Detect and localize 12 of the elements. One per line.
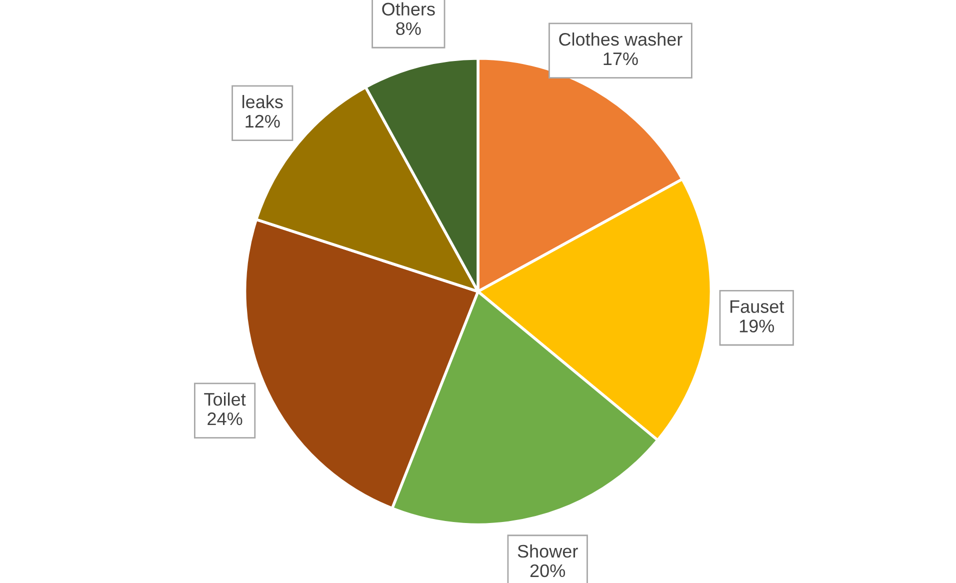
data-label: 24% bbox=[208, 412, 242, 426]
data-label: 12% bbox=[246, 114, 280, 128]
data-label: 20% bbox=[530, 564, 566, 578]
slice-label: leaks bbox=[242, 94, 283, 108]
slice-label: Others bbox=[382, 2, 435, 16]
slice-label: Toilet bbox=[204, 392, 246, 406]
data-label: 17% bbox=[604, 52, 638, 66]
data-label: 8% bbox=[396, 22, 421, 36]
slice-label: Fauset bbox=[730, 300, 784, 313]
slice-label: Shower bbox=[518, 544, 578, 558]
data-label: 19% bbox=[740, 320, 774, 332]
slice-label: Clothes washer bbox=[559, 32, 682, 46]
